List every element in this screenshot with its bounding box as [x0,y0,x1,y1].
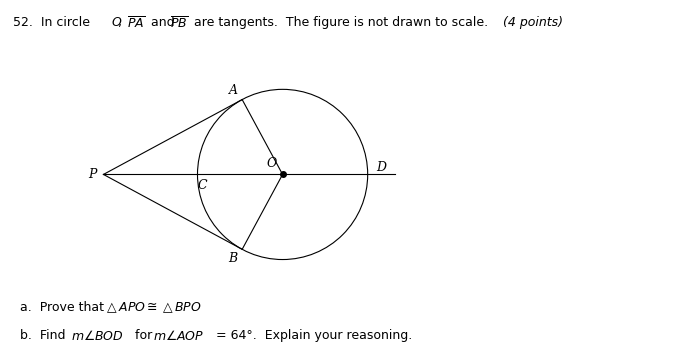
Text: D: D [376,161,386,174]
Text: a.  Prove that: a. Prove that [20,301,108,314]
Text: b.  Find: b. Find [20,329,70,342]
Text: B: B [229,252,238,265]
Text: (4 points): (4 points) [495,16,563,29]
Text: $\overline{PA}$: $\overline{PA}$ [127,16,145,31]
Text: .: . [192,301,196,314]
Text: $\overline{PB}$: $\overline{PB}$ [170,16,188,31]
Text: P: P [89,168,97,181]
Text: $\triangle APO \cong \triangle BPO$: $\triangle APO \cong \triangle BPO$ [104,301,202,315]
Text: $O$: $O$ [111,16,122,29]
Text: 52.  In circle: 52. In circle [13,16,94,29]
Text: are tangents.  The figure is not drawn to scale.: are tangents. The figure is not drawn to… [190,16,488,29]
Text: and: and [147,16,178,29]
Text: = 64°.  Explain your reasoning.: = 64°. Explain your reasoning. [212,329,413,342]
Text: O: O [267,157,277,170]
Text: $m\angle AOP$: $m\angle AOP$ [153,329,205,343]
Text: $m\angle BOD$: $m\angle BOD$ [71,329,123,343]
Text: C: C [197,179,207,192]
Text: for: for [131,329,157,342]
Text: ,: , [118,16,126,29]
Text: A: A [229,84,238,97]
